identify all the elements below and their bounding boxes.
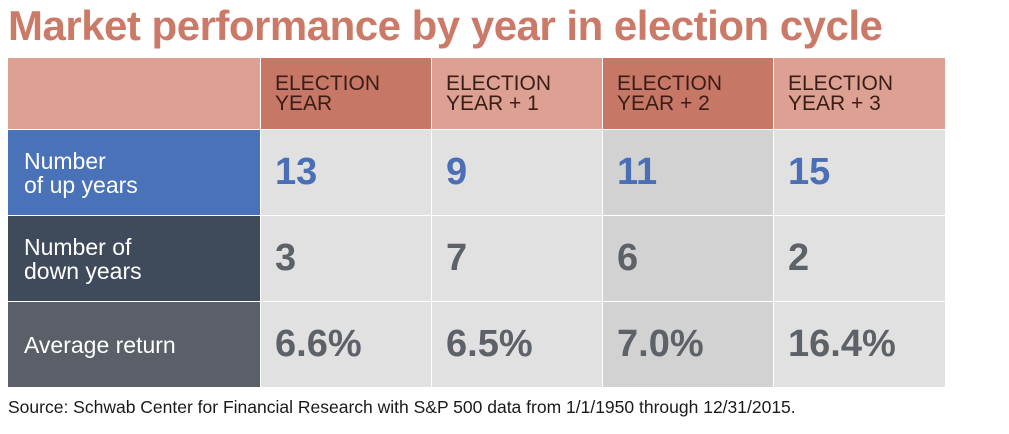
table-cell-value: 11 [603, 130, 774, 216]
table-cell-value: 9 [432, 130, 603, 216]
table-cell-value: 15 [774, 130, 946, 216]
column-header: ELECTION YEAR + 1 [432, 58, 603, 130]
column-header-label: ELECTION YEAR + 3 [788, 71, 894, 115]
corner-cell [8, 58, 261, 130]
column-header: ELECTION YEAR [261, 58, 432, 130]
chart-title: Market performance by year in election c… [8, 2, 883, 49]
column-header: ELECTION YEAR + 2 [603, 58, 774, 130]
column-header-label: ELECTION YEAR + 1 [446, 71, 552, 115]
row-label-up-years: Number of up years [8, 130, 261, 216]
table-cell-value: 6.5% [432, 302, 603, 388]
table-cell-value: 2 [774, 216, 946, 302]
row-label-average-return: Average return [8, 302, 261, 388]
table-cell-value: 6.6% [261, 302, 432, 388]
column-header-label: ELECTION YEAR + 2 [617, 71, 723, 115]
column-header: ELECTION YEAR + 3 [774, 58, 946, 130]
table-cell-value: 13 [261, 130, 432, 216]
election-cycle-table: ELECTION YEAR ELECTION YEAR + 1 ELECTION… [8, 58, 948, 388]
table-cell-value: 7.0% [603, 302, 774, 388]
table-cell-value: 16.4% [774, 302, 946, 388]
table-cell-value: 6 [603, 216, 774, 302]
table-cell-value: 7 [432, 216, 603, 302]
table-cell-value: 3 [261, 216, 432, 302]
row-label-down-years: Number of down years [8, 216, 261, 302]
source-note: Source: Schwab Center for Financial Rese… [8, 397, 796, 417]
column-header-label: ELECTION YEAR [275, 71, 381, 115]
